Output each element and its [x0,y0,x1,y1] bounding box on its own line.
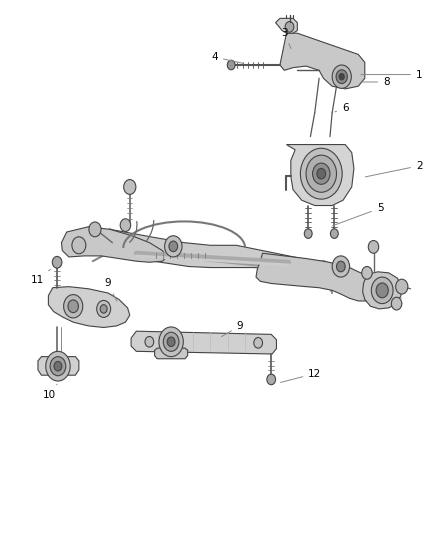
Text: 4: 4 [212,52,243,63]
Circle shape [313,163,330,184]
Circle shape [72,237,86,254]
Circle shape [396,279,408,294]
Circle shape [89,222,101,237]
Circle shape [50,357,66,376]
Text: 2: 2 [365,161,423,177]
Circle shape [64,295,83,318]
Circle shape [46,351,70,381]
Polygon shape [256,253,385,301]
Text: 6: 6 [335,103,349,114]
Circle shape [371,277,393,304]
Polygon shape [363,272,402,309]
Circle shape [285,21,294,32]
Circle shape [145,336,154,347]
Polygon shape [155,348,187,359]
Circle shape [52,256,62,268]
Circle shape [336,70,347,84]
Circle shape [304,229,312,238]
Text: 9: 9 [221,321,243,337]
Circle shape [332,65,351,88]
Polygon shape [131,331,276,354]
Text: 1: 1 [361,70,423,79]
Circle shape [300,148,342,199]
Circle shape [254,337,262,348]
Circle shape [97,301,111,317]
Text: 11: 11 [31,269,50,285]
Circle shape [169,241,178,252]
Circle shape [120,219,131,231]
Circle shape [368,240,379,253]
Circle shape [332,256,350,277]
Circle shape [336,261,345,272]
Circle shape [267,374,276,385]
Text: 8: 8 [361,77,390,87]
Polygon shape [286,144,354,206]
Circle shape [124,180,136,195]
Polygon shape [280,33,365,89]
Circle shape [227,60,235,70]
Circle shape [100,305,107,313]
Text: 10: 10 [42,384,57,400]
Circle shape [362,266,372,279]
Circle shape [376,283,389,298]
Circle shape [163,332,179,351]
Text: 5: 5 [332,203,383,226]
Circle shape [54,361,62,371]
Circle shape [339,74,344,80]
Polygon shape [48,287,130,327]
Polygon shape [61,227,167,262]
Circle shape [165,236,182,257]
Text: 12: 12 [280,369,321,383]
Circle shape [317,168,325,179]
Polygon shape [276,18,297,33]
Polygon shape [38,357,79,375]
Circle shape [306,155,336,192]
Circle shape [330,229,338,238]
Polygon shape [110,229,323,273]
Circle shape [391,297,402,310]
Circle shape [68,300,78,313]
Circle shape [167,337,175,346]
Text: 9: 9 [105,278,117,301]
Text: 3: 3 [281,28,291,49]
Circle shape [159,327,184,357]
